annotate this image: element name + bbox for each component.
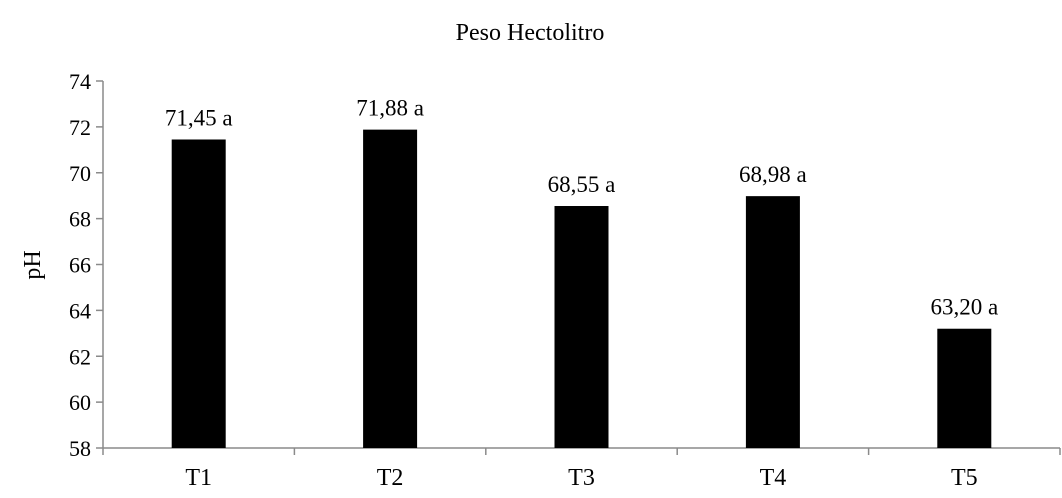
y-tick-label: 58 xyxy=(69,436,91,461)
y-tick-label: 72 xyxy=(69,115,91,140)
x-tick-label: T4 xyxy=(760,465,787,491)
x-axis: T1 T2 T3 T4 T5 xyxy=(102,447,1061,491)
x-tick-label: T3 xyxy=(568,465,595,491)
data-label: 68,98 a xyxy=(739,162,807,187)
bar-t1 xyxy=(171,139,226,448)
x-tick-label: T5 xyxy=(951,465,978,491)
y-axis-label: pH xyxy=(20,250,46,279)
data-label: 63,20 a xyxy=(930,295,998,320)
data-labels: 71,45 a 71,88 a 68,55 a 68,98 a 63,20 a xyxy=(165,96,998,320)
y-tick-label: 70 xyxy=(69,161,91,186)
y-tick-label: 64 xyxy=(69,298,91,323)
y-tick-label: 62 xyxy=(69,344,91,369)
y-tick-label: 68 xyxy=(69,207,91,232)
data-label: 71,45 a xyxy=(165,105,233,130)
y-tick-label: 74 xyxy=(69,69,91,94)
bar-t2 xyxy=(363,129,418,448)
x-tick-label: T1 xyxy=(185,465,212,491)
bars xyxy=(171,129,992,448)
chart-title: Peso Hectolitro xyxy=(456,20,605,46)
y-tick-label: 60 xyxy=(69,390,91,415)
y-axis: 58 60 62 64 66 68 70 72 74 xyxy=(69,69,104,461)
bar-t5 xyxy=(937,328,992,448)
bar-t4 xyxy=(745,196,800,448)
y-tick-label: 66 xyxy=(69,253,91,278)
x-tick-label: T2 xyxy=(377,465,404,491)
bar-t3 xyxy=(554,206,609,448)
data-label: 68,55 a xyxy=(548,172,616,197)
data-label: 71,88 a xyxy=(356,96,424,121)
